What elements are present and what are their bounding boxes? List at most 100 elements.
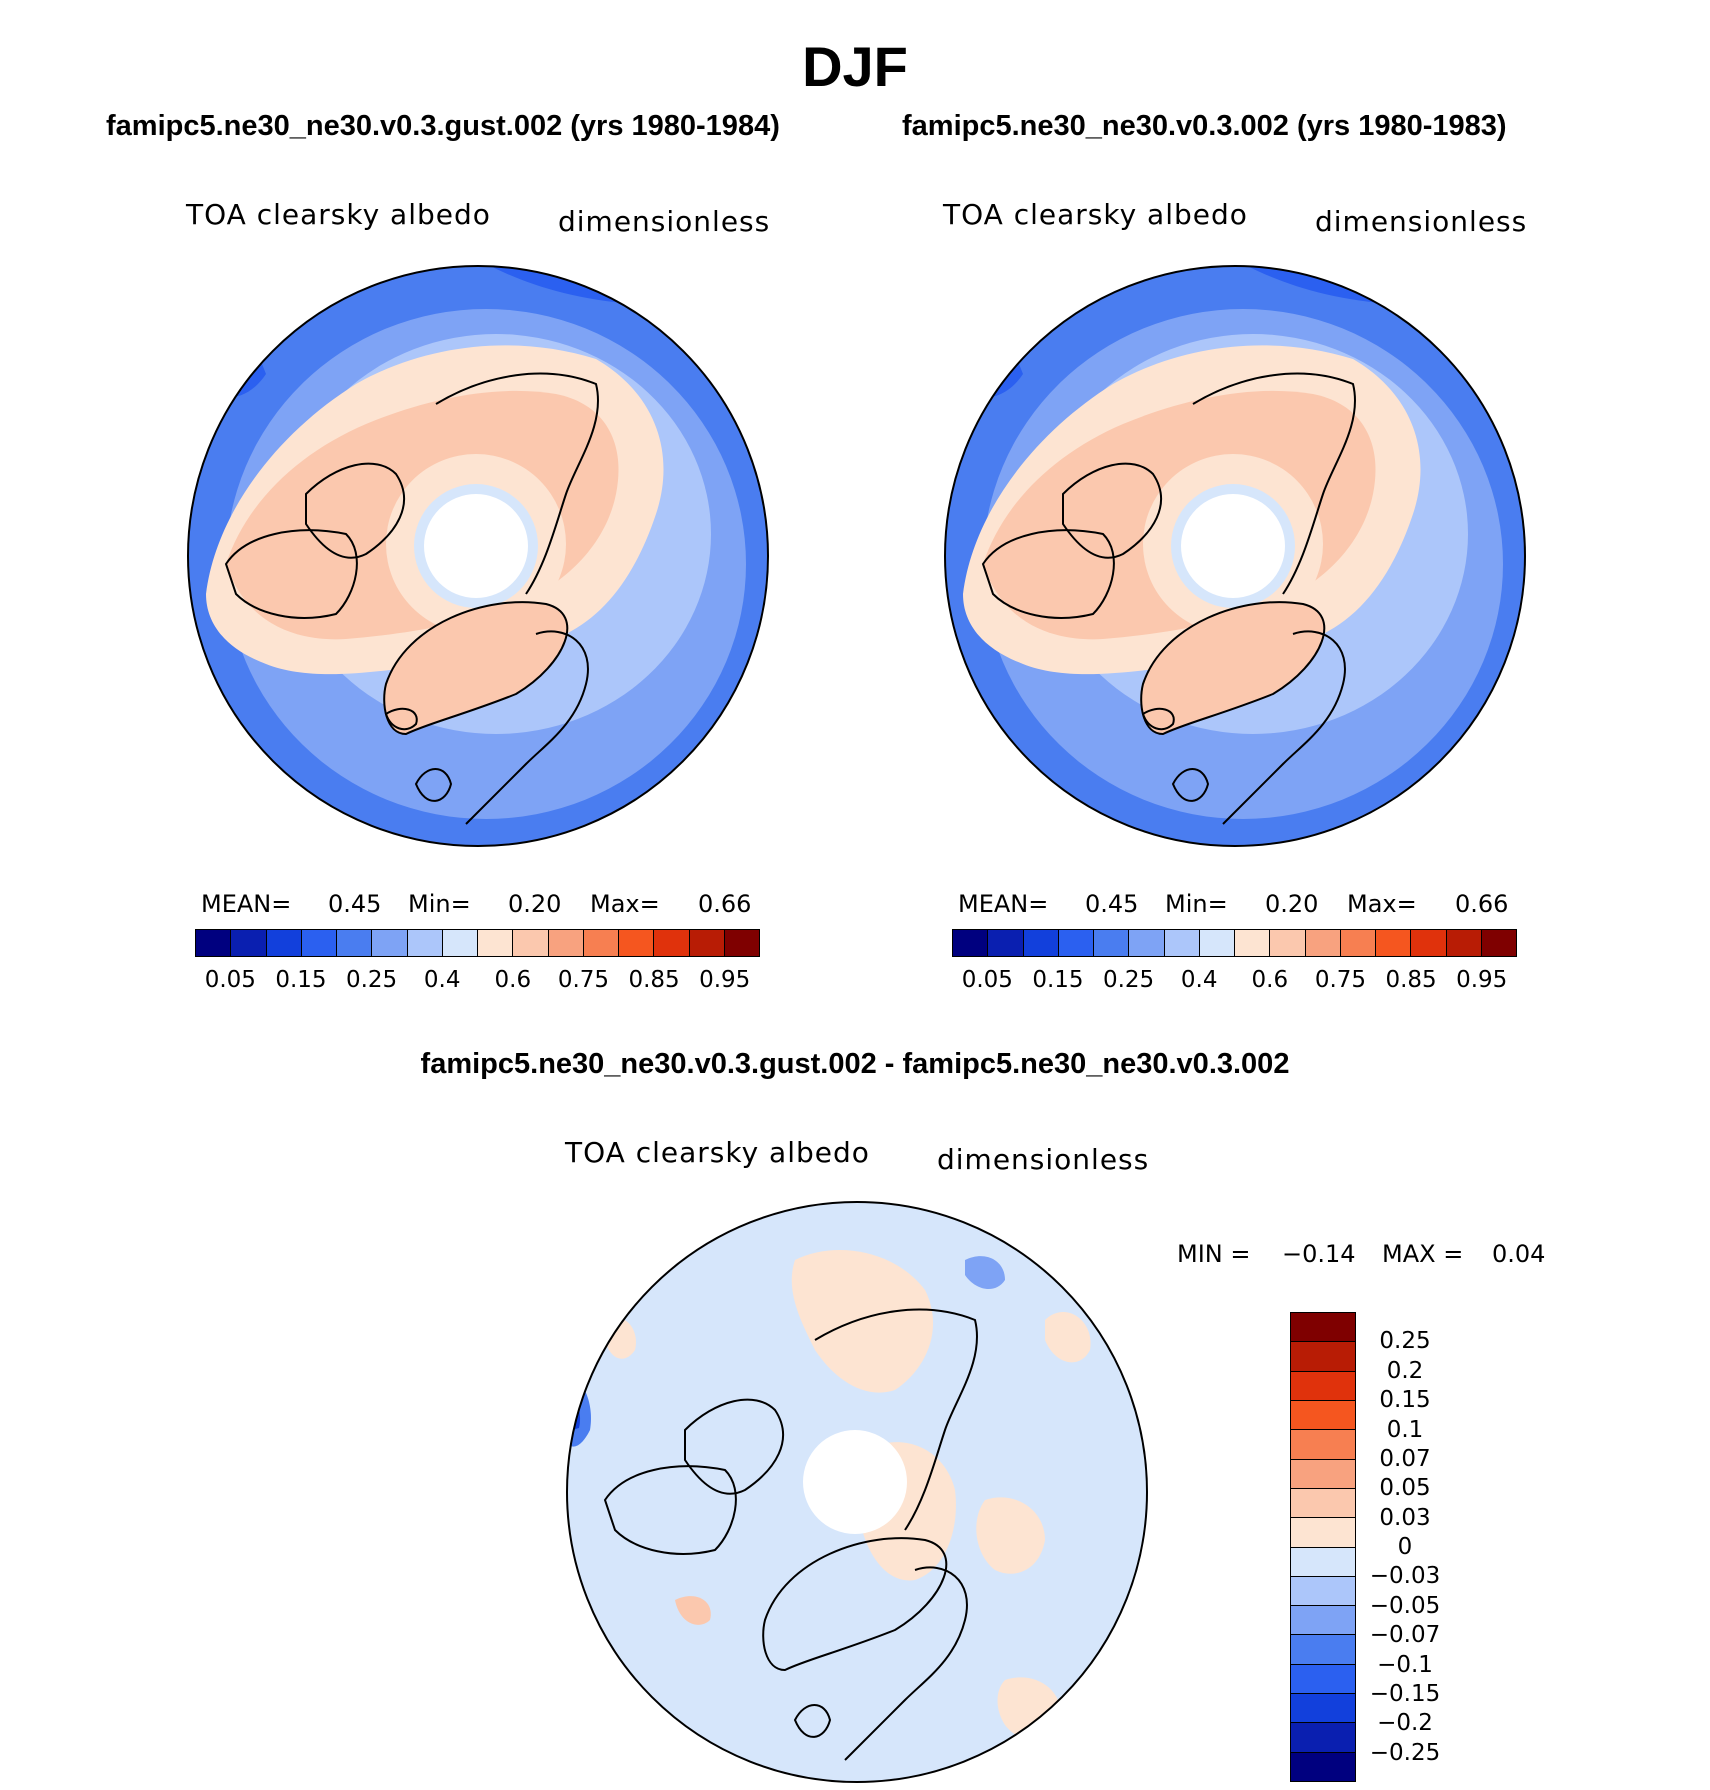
colorbar-swatch <box>619 930 655 956</box>
colorbar-swatch <box>1291 1694 1355 1724</box>
diff-polar-map <box>566 1201 1148 1783</box>
colorbar-tick-label: −0.05 <box>1369 1592 1441 1619</box>
colorbar-swatch <box>337 930 373 956</box>
colorbar-swatch <box>724 930 759 956</box>
colorbar-swatch <box>583 930 619 956</box>
colorbar-tick-label: 0.05 <box>1379 1475 1431 1502</box>
right-case-title: famipc5.ne30_ne30.v0.3.002 (yrs 1980-198… <box>902 110 1507 142</box>
colorbar-tick-label: 0.6 <box>494 967 532 993</box>
colorbar-swatch <box>953 930 989 956</box>
diff-min-value: −0.14 <box>1282 1240 1356 1268</box>
colorbar-swatch <box>1291 1488 1355 1519</box>
colorbar-swatch <box>513 930 549 956</box>
colorbar-tick-label: 0.75 <box>1314 967 1367 993</box>
right-units-label: dimensionless <box>1315 205 1528 238</box>
colorbar-tick-label: 0.25 <box>1379 1328 1431 1355</box>
colorbar-tick-label: −0.1 <box>1377 1651 1433 1678</box>
colorbar-tick-label: 0.25 <box>1102 967 1155 993</box>
colorbar-tick-label: 0.03 <box>1379 1504 1431 1531</box>
right-max-label: Max= <box>1347 890 1417 918</box>
colorbar-tick-label: −0.07 <box>1369 1622 1441 1649</box>
colorbar-tick-label: 0.95 <box>699 967 751 993</box>
right-mean-value: 0.45 <box>1085 890 1139 918</box>
colorbar-swatch <box>266 930 302 956</box>
colorbar-tick-label: 0.85 <box>1385 967 1437 993</box>
left-units-label: dimensionless <box>558 205 771 238</box>
left-max-label: Max= <box>590 890 660 918</box>
colorbar-swatch <box>1291 1342 1355 1372</box>
colorbar-tick-label: 0.1 <box>1386 1416 1424 1443</box>
right-mean-label: MEAN= <box>958 890 1049 918</box>
right-max-value: 0.66 <box>1455 890 1509 918</box>
colorbar-swatch <box>1446 930 1482 956</box>
diff-case-title: famipc5.ne30_ne30.v0.3.gust.002 - famipc… <box>420 1048 1290 1080</box>
colorbar-swatch <box>1199 930 1235 956</box>
colorbar-tick-label: 0.07 <box>1379 1445 1431 1472</box>
left-variable-label: TOA clearsky albedo <box>186 198 491 231</box>
colorbar-tick-label: 0.25 <box>345 967 398 993</box>
diff-max-label: MAX = <box>1382 1240 1464 1268</box>
colorbar-swatch <box>1291 1576 1355 1607</box>
diff-variable-label: TOA clearsky albedo <box>565 1136 870 1169</box>
colorbar-swatch <box>1291 1371 1355 1401</box>
colorbar-swatch <box>1305 930 1341 956</box>
colorbar-swatch <box>1270 930 1306 956</box>
colorbar-tick-label: 0.75 <box>557 967 610 993</box>
colorbar-swatch <box>1376 930 1412 956</box>
right-min-value: 0.20 <box>1265 890 1319 918</box>
right-polar-map <box>944 265 1526 847</box>
colorbar-tick-label: 0.05 <box>204 967 256 993</box>
colorbar-swatch <box>988 930 1024 956</box>
colorbar-tick-label: −0.2 <box>1377 1710 1433 1737</box>
colorbar-swatch <box>1058 930 1094 956</box>
colorbar-swatch <box>1291 1752 1355 1781</box>
colorbar-swatch <box>372 930 408 956</box>
colorbar-swatch <box>1291 1635 1355 1665</box>
left-mean-label: MEAN= <box>201 890 292 918</box>
diff-max-value: 0.04 <box>1492 1240 1546 1268</box>
left-polar-map <box>187 265 769 847</box>
diff-units-label: dimensionless <box>937 1143 1150 1176</box>
colorbar-swatch <box>1340 930 1376 956</box>
colorbar-swatch <box>407 930 443 956</box>
colorbar-swatch <box>1291 1430 1355 1460</box>
right-min-label: Min= <box>1165 890 1228 918</box>
colorbar-swatch <box>1291 1400 1355 1431</box>
left-colorbar <box>195 929 760 957</box>
colorbar-tick-label: 0.95 <box>1456 967 1508 993</box>
colorbar-tick-label: 0.4 <box>1180 967 1218 993</box>
colorbar-tick-label: 0.15 <box>1032 967 1084 993</box>
colorbar-tick-label: 0.15 <box>1379 1387 1431 1414</box>
colorbar-swatch <box>1291 1518 1355 1548</box>
colorbar-swatch <box>1481 930 1516 956</box>
colorbar-swatch <box>231 930 267 956</box>
colorbar-tick-label: 0 <box>1397 1534 1413 1560</box>
colorbar-swatch <box>548 930 584 956</box>
colorbar-tick-label: 0.85 <box>628 967 680 993</box>
left-case-title: famipc5.ne30_ne30.v0.3.gust.002 (yrs 198… <box>106 110 780 142</box>
colorbar-tick-label: −0.25 <box>1369 1739 1441 1766</box>
colorbar-tick-label: 0.4 <box>423 967 461 993</box>
colorbar-swatch <box>301 930 337 956</box>
colorbar-tick-label: 0.2 <box>1386 1357 1424 1384</box>
colorbar-tick-label: 0.15 <box>275 967 327 993</box>
colorbar-swatch <box>1291 1664 1355 1695</box>
right-colorbar <box>952 929 1517 957</box>
colorbar-tick-label: −0.03 <box>1369 1563 1441 1590</box>
colorbar-swatch <box>1291 1723 1355 1753</box>
colorbar-tick-label: 0.6 <box>1251 967 1289 993</box>
colorbar-swatch <box>1164 930 1200 956</box>
left-max-value: 0.66 <box>698 890 752 918</box>
colorbar-swatch <box>1023 930 1059 956</box>
colorbar-swatch <box>1291 1459 1355 1489</box>
colorbar-swatch <box>442 930 478 956</box>
left-min-value: 0.20 <box>508 890 562 918</box>
colorbar-swatch <box>1291 1606 1355 1636</box>
season-title: DJF <box>802 35 908 98</box>
colorbar-swatch <box>1129 930 1165 956</box>
colorbar-swatch <box>1411 930 1447 956</box>
colorbar-tick-label: −0.15 <box>1369 1680 1441 1707</box>
left-min-label: Min= <box>408 890 471 918</box>
colorbar-tick-label: 0.05 <box>961 967 1013 993</box>
right-variable-label: TOA clearsky albedo <box>943 198 1248 231</box>
